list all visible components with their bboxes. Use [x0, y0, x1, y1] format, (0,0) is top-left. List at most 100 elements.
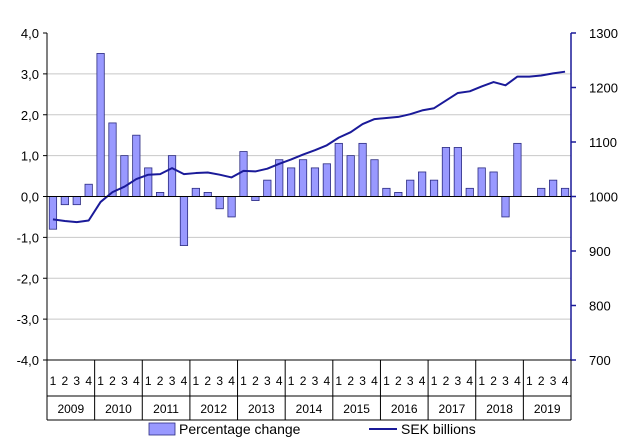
- quarter-label: 3: [73, 374, 80, 388]
- quarter-label: 3: [359, 374, 366, 388]
- bar: [108, 122, 117, 197]
- quarter-label: 2: [300, 374, 307, 388]
- quarter-label: 3: [264, 374, 271, 388]
- quarter-label: 1: [526, 374, 533, 388]
- quarter-label: 1: [478, 374, 485, 388]
- quarter-label: 2: [395, 374, 402, 388]
- bar: [72, 196, 81, 206]
- y-tick-left-label: -1,0: [17, 230, 39, 245]
- quarter-label: 4: [276, 374, 283, 388]
- y-tick-right-label: 1300: [589, 26, 618, 41]
- quarter-label: 4: [562, 374, 569, 388]
- bar: [477, 167, 486, 197]
- y-tick-right-label: 900: [589, 244, 611, 259]
- bar: [334, 142, 343, 197]
- quarter-label: 1: [193, 374, 200, 388]
- y-tick-left-label: 0,0: [21, 190, 39, 205]
- y-tick-left-label: -2,0: [17, 271, 39, 286]
- quarter-label: 3: [121, 374, 128, 388]
- quarter-label: 1: [145, 374, 152, 388]
- year-label: 2015: [343, 402, 370, 416]
- quarter-label: 2: [204, 374, 211, 388]
- quarter-label: 4: [419, 374, 426, 388]
- quarter-label: 2: [443, 374, 450, 388]
- quarter-label: 2: [62, 374, 69, 388]
- bar: [179, 196, 189, 246]
- bar: [549, 179, 558, 197]
- bar: [239, 151, 248, 197]
- bar: [120, 155, 129, 197]
- bar: [358, 142, 367, 197]
- quarter-label: 3: [312, 374, 319, 388]
- bar: [322, 163, 331, 197]
- bar: [144, 167, 153, 197]
- quarter-label: 3: [550, 374, 557, 388]
- year-label: 2012: [200, 402, 227, 416]
- y-tick-left-label: 2,0: [21, 108, 39, 123]
- bar: [560, 187, 570, 197]
- year-label: 2016: [391, 402, 418, 416]
- quarter-label: 1: [240, 374, 247, 388]
- bar: [429, 179, 439, 197]
- bar: [501, 196, 510, 218]
- bar: [441, 147, 451, 197]
- quarter-label: 2: [157, 374, 164, 388]
- bar: [537, 187, 546, 197]
- bar: [382, 187, 391, 197]
- bar-series: [48, 53, 570, 246]
- bar: [48, 196, 58, 230]
- line-path: [52, 70, 566, 224]
- bar: [263, 179, 272, 197]
- quarter-label: 3: [502, 374, 509, 388]
- y-axis-left-ticks: 4,0 3,0 2,0 1,0 0,0 -1,0 -2,0 -3,0 -4,0: [17, 26, 47, 368]
- bar: [346, 155, 355, 197]
- bar: [370, 159, 379, 197]
- y-tick-right-label: 1200: [589, 81, 618, 96]
- bar: [132, 134, 141, 197]
- legend-bar-swatch: [148, 422, 176, 436]
- year-label: 2010: [105, 402, 132, 416]
- bar: [406, 179, 415, 197]
- quarter-label: 3: [407, 374, 414, 388]
- quarter-label: 1: [50, 374, 57, 388]
- bar: [84, 183, 93, 197]
- quarter-label: 1: [431, 374, 438, 388]
- legend: Percentage change SEK billions: [148, 421, 476, 437]
- quarter-label: 1: [288, 374, 295, 388]
- bar: [156, 192, 165, 197]
- bar: [203, 192, 212, 197]
- quarter-label: 3: [455, 374, 462, 388]
- year-label: 2017: [439, 402, 466, 416]
- quarter-label: 2: [490, 374, 497, 388]
- year-label: 2019: [534, 402, 561, 416]
- bar: [96, 53, 105, 197]
- year-label: 2011: [153, 402, 179, 416]
- year-label: 2018: [486, 402, 513, 416]
- bar: [60, 196, 69, 206]
- bar: [191, 187, 200, 197]
- bar: [227, 196, 236, 218]
- quarter-label: 1: [97, 374, 104, 388]
- quarter-label: 2: [347, 374, 354, 388]
- quarter-label: 3: [216, 374, 223, 388]
- y-tick-left-label: 3,0: [21, 67, 39, 82]
- y-tick-right-label: 800: [589, 299, 611, 314]
- bar: [251, 196, 260, 201]
- bar: [489, 171, 498, 197]
- y-tick-left-label: -4,0: [17, 353, 39, 368]
- bar: [287, 167, 296, 197]
- quarter-label: 1: [335, 374, 342, 388]
- y-tick-left-label: 1,0: [21, 149, 39, 164]
- y-tick-left-label: -3,0: [17, 312, 39, 327]
- quarter-label: 4: [133, 374, 140, 388]
- bar: [215, 196, 224, 210]
- quarter-label: 4: [85, 374, 92, 388]
- quarter-label: 3: [169, 374, 176, 388]
- quarter-label: 4: [228, 374, 235, 388]
- quarter-label: 4: [371, 374, 378, 388]
- bar: [453, 147, 462, 197]
- quarter-label: 1: [383, 374, 390, 388]
- quarter-label: 4: [466, 374, 473, 388]
- y-tick-right-label: 1000: [589, 190, 618, 205]
- bar: [310, 167, 320, 197]
